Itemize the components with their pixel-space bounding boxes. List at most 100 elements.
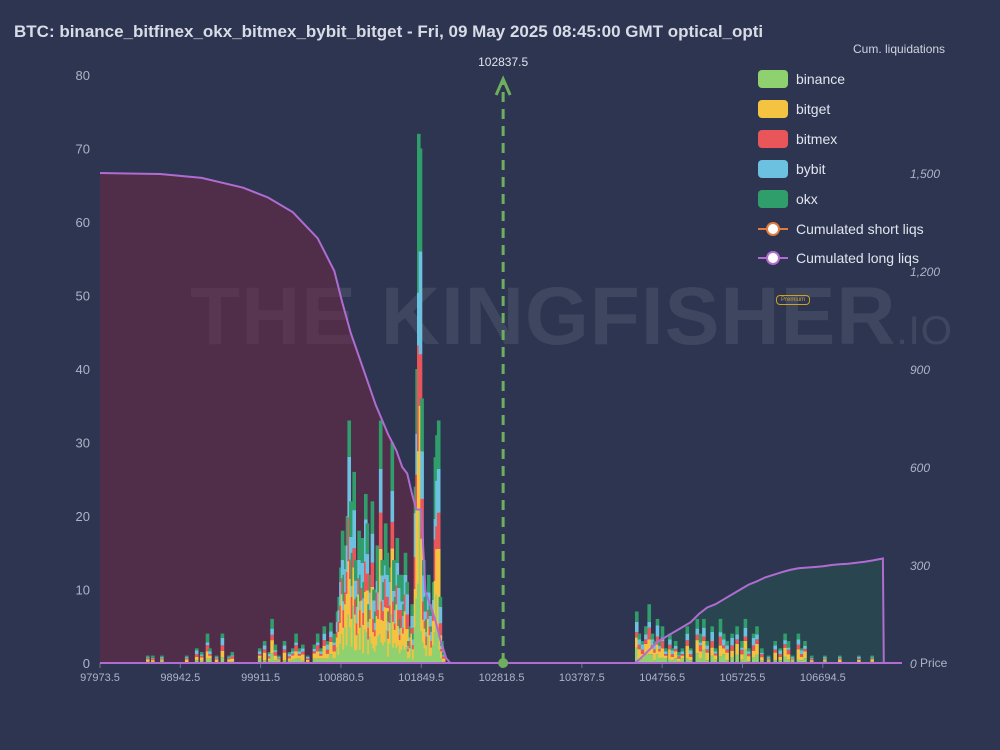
bar-bitmex: [725, 649, 729, 653]
bar-okx: [441, 652, 446, 656]
bar-bitmex: [823, 658, 827, 660]
bar-okx: [698, 633, 703, 643]
bar-bybit: [420, 451, 424, 499]
bar-bitmex: [319, 654, 323, 656]
bar-bybit: [322, 633, 327, 641]
bar-okx: [685, 626, 690, 634]
bar-bitmex: [735, 639, 739, 644]
bar-bybit: [357, 559, 361, 579]
bar-okx: [673, 641, 678, 646]
bar-bybit: [751, 638, 756, 646]
bar-binance: [291, 659, 295, 663]
bar-bitget: [743, 641, 748, 650]
bar-bybit: [360, 563, 365, 588]
y-tick-label: 50: [76, 289, 90, 304]
bar-okx: [410, 604, 414, 616]
bar-bitget: [710, 647, 714, 656]
bar-okx: [735, 626, 739, 635]
bar-bitmex: [680, 654, 685, 656]
bar-bitget: [287, 658, 292, 661]
bar-okx: [230, 652, 235, 656]
bar-bybit: [755, 634, 759, 640]
bar-okx: [383, 523, 388, 566]
bar-bybit: [199, 654, 204, 656]
bar-okx: [702, 618, 706, 628]
bar-okx: [423, 596, 428, 612]
bar-bitget: [332, 651, 337, 659]
legend-item-okx[interactable]: okx: [758, 184, 958, 214]
bar-binance: [799, 660, 804, 663]
x-tick-label: 104756.5: [639, 672, 685, 684]
current-price-marker: 102837.5: [478, 55, 528, 668]
bar-bitget: [297, 655, 302, 659]
bar-binance: [751, 657, 756, 663]
bar-okx: [194, 648, 199, 651]
bar-bybit: [725, 645, 729, 650]
bar-binance: [312, 659, 317, 663]
bar-bitmex: [305, 658, 310, 660]
bar-bitmex: [668, 644, 672, 650]
bar-bitget: [790, 659, 795, 661]
bar-okx: [644, 626, 648, 635]
bar-binance: [332, 658, 337, 663]
bar-bitmex: [418, 354, 423, 406]
bar-bitmex: [405, 614, 409, 630]
bar-bitget: [214, 659, 219, 663]
bar-bybit: [685, 633, 690, 641]
legend-item-bitmex[interactable]: bitmex: [758, 124, 958, 154]
bar-bitget: [184, 659, 189, 663]
bar-binance: [730, 657, 734, 663]
legend-item-bitget[interactable]: bitget: [758, 94, 958, 124]
x-tick-label: 103787.5: [559, 672, 605, 684]
bar-bitmex: [385, 596, 390, 608]
bar-bybit: [680, 651, 685, 655]
bar-bybit: [640, 644, 645, 650]
legend-label-long-liqs: Cumulated long liqs: [796, 249, 919, 266]
bar-bitget: [760, 657, 764, 661]
bar-binance: [786, 659, 791, 663]
legend-item-long-liqs[interactable]: Cumulated long liqs: [758, 243, 958, 272]
bar-bitget: [325, 653, 330, 659]
bar-bybit: [713, 651, 718, 654]
bar-binance: [790, 660, 795, 663]
bar-binance: [273, 660, 278, 663]
legend: binance bitget bitmex bybit okx Cumulate…: [758, 64, 958, 272]
bar-binance: [698, 658, 703, 663]
bar-bybit: [262, 645, 267, 650]
bar-okx: [378, 420, 383, 469]
bar-bitmex: [230, 656, 235, 659]
bar-okx: [357, 530, 361, 560]
bar-bitget: [270, 640, 274, 654]
bar-bitget: [405, 629, 409, 647]
bar-bitget: [273, 655, 278, 661]
current-price-label: 102837.5: [478, 55, 528, 69]
bar-bitget: [194, 656, 199, 660]
bar-binance: [705, 660, 709, 663]
bar-bitget: [698, 651, 703, 659]
legend-item-short-liqs[interactable]: Cumulated short liqs: [758, 214, 958, 243]
bar-binance: [725, 660, 729, 663]
legend-item-bybit[interactable]: bybit: [758, 154, 958, 184]
bar-bitget: [199, 657, 204, 661]
bar-bybit: [743, 627, 748, 637]
bar-bybit: [796, 639, 801, 645]
bar-bitmex: [688, 654, 693, 657]
bar-bitget: [230, 658, 235, 662]
bar-okx: [403, 552, 408, 575]
bar-bybit: [397, 588, 401, 611]
bar-okx: [151, 655, 155, 658]
bar-bybit: [315, 642, 320, 646]
bar-okx: [325, 641, 330, 645]
bar-okx: [640, 641, 645, 645]
bar-bitget: [735, 643, 739, 655]
bar-bybit: [673, 645, 678, 649]
bar-okx: [751, 633, 756, 638]
legend-item-binance[interactable]: binance: [758, 64, 958, 94]
bar-bybit: [294, 642, 298, 646]
bar-bitmex: [315, 645, 320, 652]
bar-binance: [783, 656, 787, 663]
bar-bitmex: [220, 645, 225, 651]
bar-bitmex: [838, 658, 842, 660]
bar-bybit: [184, 657, 189, 659]
